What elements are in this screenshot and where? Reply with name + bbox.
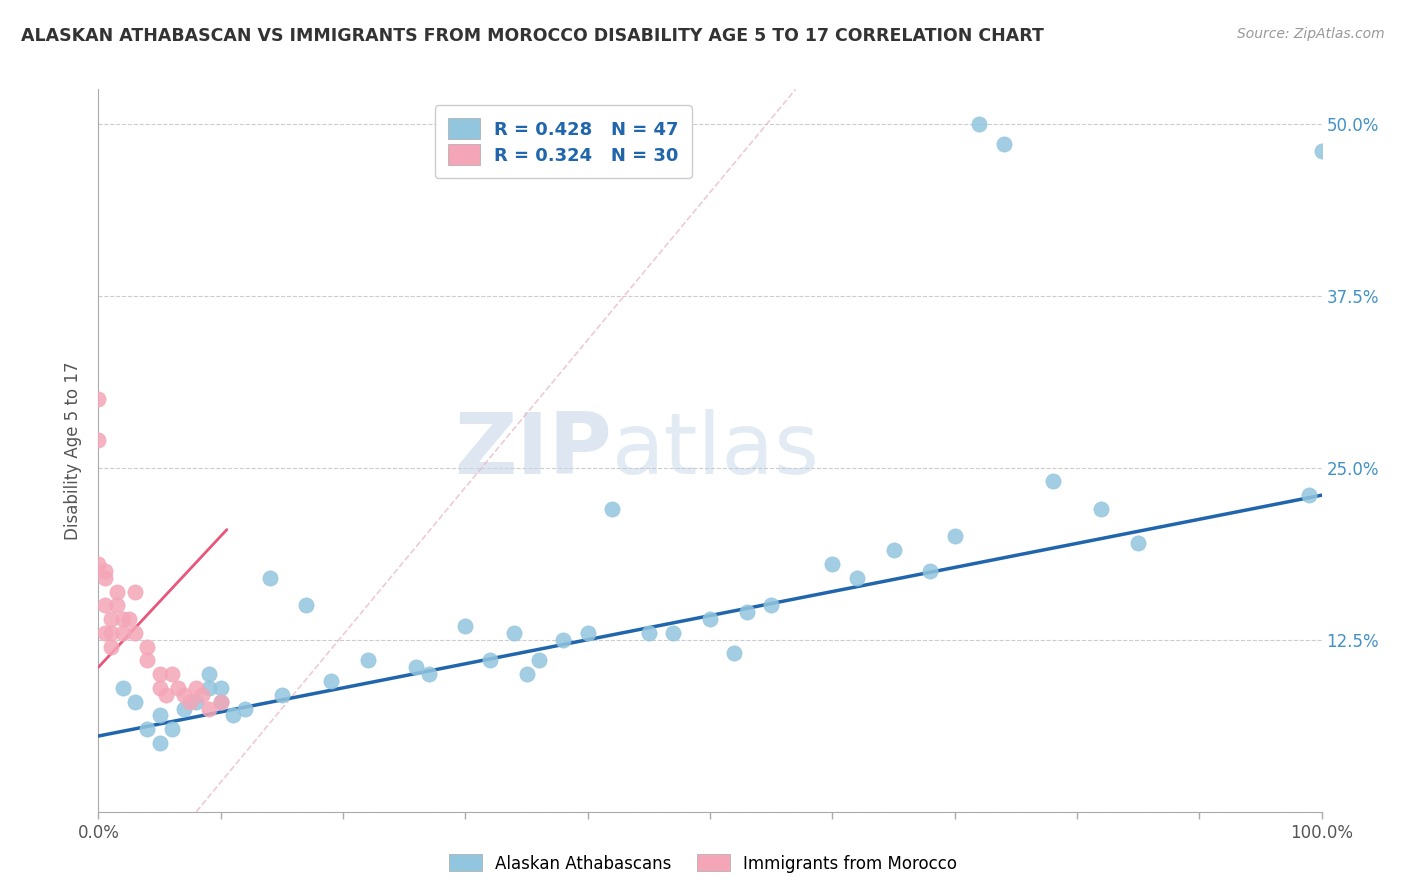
Point <box>93 564 115 578</box>
Point <box>197 667 219 681</box>
Point <box>105 599 128 613</box>
Point <box>160 667 183 681</box>
Point <box>723 647 745 661</box>
Point <box>124 695 146 709</box>
Legend: Alaskan Athabascans, Immigrants from Morocco: Alaskan Athabascans, Immigrants from Mor… <box>441 847 965 880</box>
Point <box>173 688 195 702</box>
Point <box>93 571 115 585</box>
Point <box>637 625 661 640</box>
Point <box>124 584 146 599</box>
Text: ALASKAN ATHABASCAN VS IMMIGRANTS FROM MOROCCO DISABILITY AGE 5 TO 17 CORRELATION: ALASKAN ATHABASCAN VS IMMIGRANTS FROM MO… <box>21 27 1045 45</box>
Point <box>209 695 232 709</box>
Point <box>186 681 208 695</box>
Point <box>167 681 190 695</box>
Point <box>222 708 245 723</box>
Point <box>100 612 122 626</box>
Point <box>1298 488 1320 502</box>
Point <box>179 695 201 709</box>
Point <box>87 392 110 406</box>
Point <box>515 667 537 681</box>
Point <box>93 599 115 613</box>
Point <box>967 117 990 131</box>
Point <box>845 571 868 585</box>
Text: Source: ZipAtlas.com: Source: ZipAtlas.com <box>1237 27 1385 41</box>
Point <box>124 625 146 640</box>
Point <box>191 688 214 702</box>
Text: ZIP: ZIP <box>454 409 612 492</box>
Point <box>209 695 232 709</box>
Point <box>111 612 134 626</box>
Point <box>186 695 208 709</box>
Point <box>600 502 623 516</box>
Point <box>149 708 172 723</box>
Point <box>295 599 318 613</box>
Legend: R = 0.428   N = 47, R = 0.324   N = 30: R = 0.428 N = 47, R = 0.324 N = 30 <box>434 105 692 178</box>
Point <box>100 625 122 640</box>
Point <box>503 625 526 640</box>
Point <box>478 653 501 667</box>
Point <box>136 653 159 667</box>
Point <box>100 640 122 654</box>
Point <box>735 605 758 619</box>
Point <box>173 701 195 715</box>
Point <box>576 625 599 640</box>
Point <box>527 653 550 667</box>
Point <box>111 625 134 640</box>
Point <box>149 667 172 681</box>
Point <box>1042 475 1064 489</box>
Point <box>136 640 159 654</box>
Point <box>233 701 256 715</box>
Point <box>993 137 1015 152</box>
Point <box>943 529 966 543</box>
Point <box>1090 502 1112 516</box>
Point <box>149 736 172 750</box>
Point <box>105 584 128 599</box>
Point <box>270 688 294 702</box>
Point <box>418 667 440 681</box>
Point <box>1128 536 1150 550</box>
Point <box>259 571 281 585</box>
Point <box>209 681 232 695</box>
Point <box>553 632 575 647</box>
Point <box>761 599 783 613</box>
Point <box>136 722 159 736</box>
Point <box>356 653 378 667</box>
Point <box>93 625 115 640</box>
Point <box>662 625 685 640</box>
Point <box>405 660 427 674</box>
Point <box>699 612 721 626</box>
Text: atlas: atlas <box>612 409 820 492</box>
Point <box>197 701 219 715</box>
Point <box>149 681 172 695</box>
Point <box>111 681 134 695</box>
Point <box>883 543 905 558</box>
Point <box>319 673 342 688</box>
Point <box>454 619 477 633</box>
Point <box>87 433 110 447</box>
Y-axis label: Disability Age 5 to 17: Disability Age 5 to 17 <box>65 361 83 540</box>
Point <box>87 557 110 571</box>
Point <box>1310 144 1333 158</box>
Point <box>821 557 844 571</box>
Point <box>160 722 183 736</box>
Point <box>155 688 177 702</box>
Point <box>920 564 942 578</box>
Point <box>118 612 141 626</box>
Point <box>197 681 219 695</box>
